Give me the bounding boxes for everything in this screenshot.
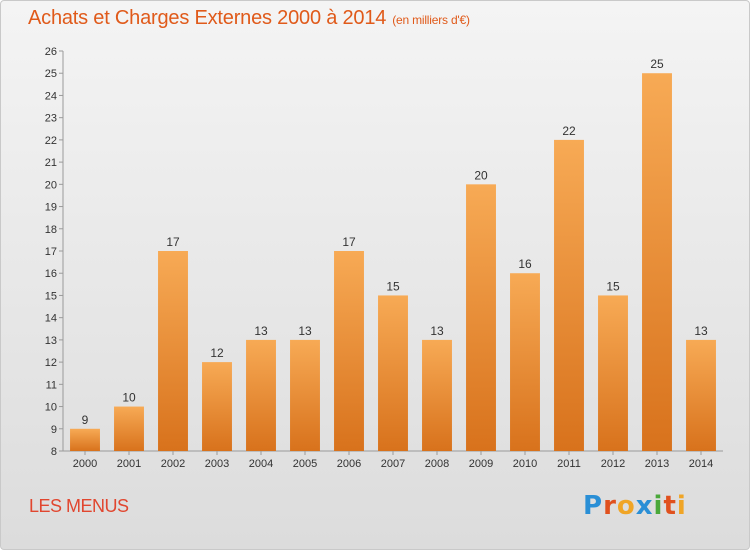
y-tick-label: 9 bbox=[51, 424, 57, 436]
y-tick-label: 25 bbox=[45, 68, 57, 80]
bar bbox=[686, 339, 716, 451]
logo-letter: o bbox=[616, 491, 636, 521]
y-tick-label: 15 bbox=[45, 290, 57, 302]
y-tick-label: 18 bbox=[45, 224, 57, 236]
y-tick-label: 10 bbox=[45, 402, 57, 414]
bar bbox=[510, 273, 540, 451]
x-tick-label: 2006 bbox=[337, 458, 361, 470]
bar bbox=[114, 406, 144, 451]
y-tick-label: 12 bbox=[45, 357, 57, 369]
data-label: 9 bbox=[82, 413, 89, 427]
y-tick-label: 20 bbox=[45, 179, 57, 191]
y-tick-label: 14 bbox=[45, 313, 57, 325]
bar bbox=[422, 339, 452, 451]
y-tick-label: 16 bbox=[45, 268, 57, 280]
proxiti-logo: Proxiti bbox=[583, 491, 687, 521]
data-label: 25 bbox=[650, 57, 664, 71]
data-labels: 9 10 17 12 13 13 17 15 13 20 16 22 15 25 13 bbox=[82, 57, 708, 427]
logo-letter: i bbox=[676, 491, 687, 521]
data-label: 17 bbox=[166, 235, 180, 249]
y-tick-label: 8 bbox=[51, 446, 57, 458]
data-label: 17 bbox=[342, 235, 356, 249]
bars bbox=[70, 73, 716, 452]
y-tick-label: 17 bbox=[45, 246, 57, 258]
bar bbox=[598, 295, 628, 451]
chart-title-text: Achats et Charges Externes 2000 à 2014 bbox=[28, 7, 387, 29]
x-tick-label: 2014 bbox=[689, 458, 713, 470]
data-label: 13 bbox=[254, 324, 268, 338]
data-label: 13 bbox=[694, 324, 708, 338]
data-label: 20 bbox=[474, 168, 488, 182]
data-label: 13 bbox=[298, 324, 312, 338]
logo-letter: i bbox=[653, 491, 664, 521]
data-label: 22 bbox=[562, 124, 576, 138]
x-tick-label: 2007 bbox=[381, 458, 405, 470]
y-tick-label: 13 bbox=[45, 335, 57, 347]
x-tick-label: 2001 bbox=[117, 458, 141, 470]
logo-letter: P bbox=[583, 491, 604, 521]
bar bbox=[334, 251, 364, 451]
commune-name: LES MENUS bbox=[29, 496, 129, 516]
x-tick-label: 2012 bbox=[601, 458, 625, 470]
y-tick-label: 21 bbox=[45, 157, 57, 169]
x-tick-label: 2004 bbox=[249, 458, 273, 470]
logo-letter: r bbox=[603, 491, 617, 521]
y-tick-label: 19 bbox=[45, 202, 57, 214]
bar bbox=[70, 428, 100, 451]
x-tick-label: 2010 bbox=[513, 458, 537, 470]
bar bbox=[642, 73, 672, 451]
x-tick-label: 2011 bbox=[557, 458, 581, 470]
data-label: 15 bbox=[386, 279, 400, 293]
bar bbox=[466, 184, 496, 452]
logo-letter: x bbox=[635, 491, 654, 521]
data-label: 10 bbox=[122, 391, 136, 405]
y-tick-label: 26 bbox=[45, 46, 57, 58]
chart-title: Achats et Charges Externes 2000 à 2014 (e… bbox=[28, 7, 470, 30]
x-tick-label: 2008 bbox=[425, 458, 449, 470]
x-tick-label: 2002 bbox=[161, 458, 185, 470]
data-label: 13 bbox=[430, 324, 444, 338]
y-tick-label: 24 bbox=[45, 90, 57, 102]
data-label: 15 bbox=[606, 279, 620, 293]
data-label: 16 bbox=[518, 257, 532, 271]
y-tick-label: 22 bbox=[45, 135, 57, 147]
x-tick-label: 2005 bbox=[293, 458, 317, 470]
x-tick-label: 2009 bbox=[469, 458, 493, 470]
y-tick-label: 11 bbox=[46, 379, 57, 391]
x-tick-label: 2013 bbox=[645, 458, 669, 470]
bar bbox=[554, 139, 584, 451]
x-tick-label: 2003 bbox=[205, 458, 229, 470]
x-tick-label: 2000 bbox=[73, 458, 97, 470]
logo-letter: t bbox=[663, 491, 677, 521]
bar bbox=[378, 295, 408, 451]
data-label: 12 bbox=[210, 346, 224, 360]
y-tick-label: 23 bbox=[45, 113, 57, 125]
bar bbox=[158, 251, 188, 451]
bar bbox=[246, 339, 276, 451]
bar bbox=[290, 339, 320, 451]
unit-note: (en milliers d'€) bbox=[392, 13, 470, 27]
bar bbox=[202, 362, 232, 451]
